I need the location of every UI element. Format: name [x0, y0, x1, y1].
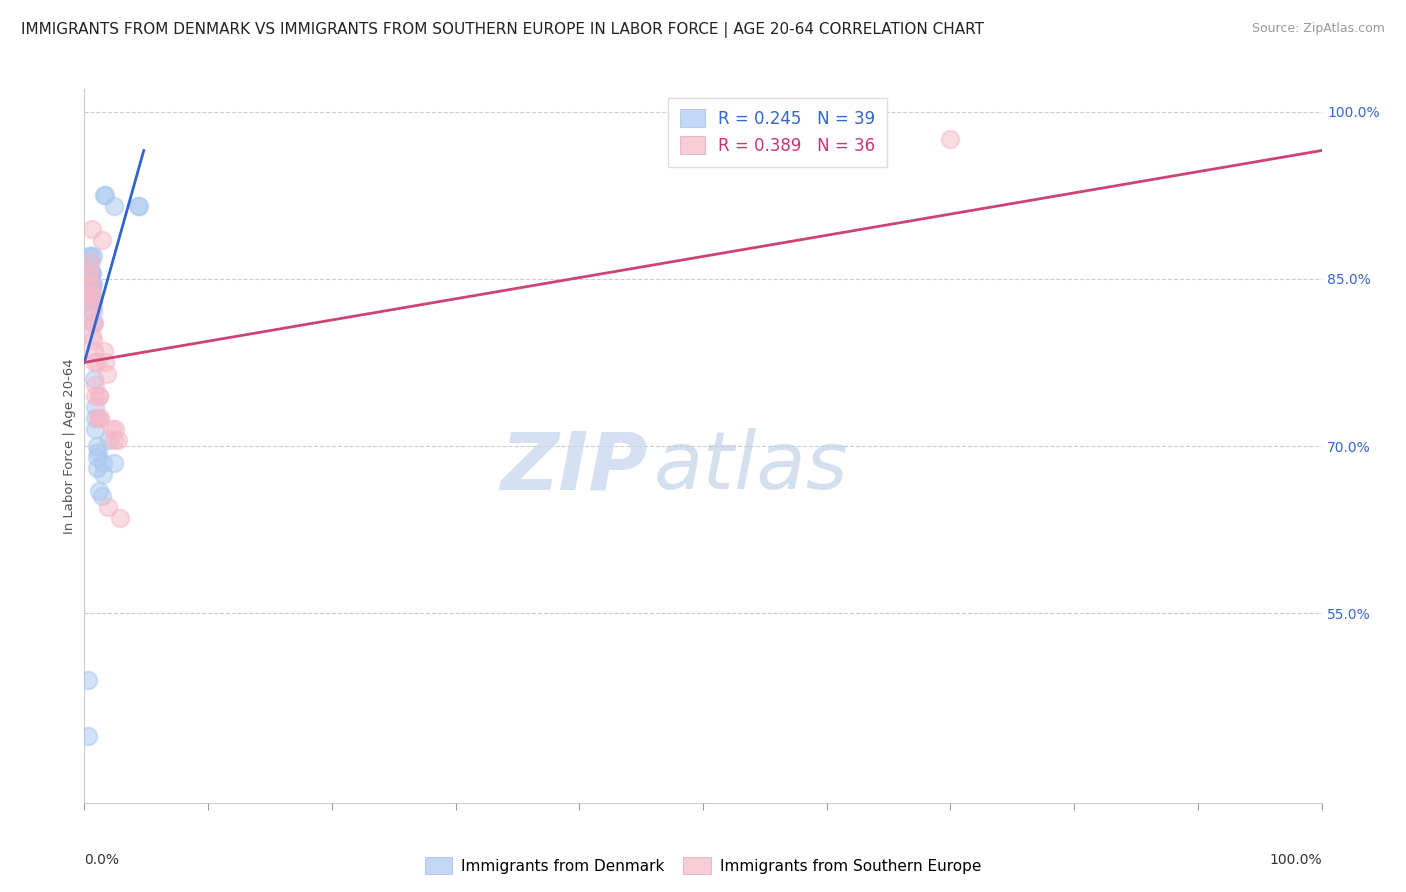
- Point: [86, 355, 108, 369]
- Point: [82, 300, 104, 314]
- Point: [82, 305, 104, 319]
- Point: [94, 355, 117, 369]
- Point: [93, 188, 115, 202]
- Point: [93, 344, 115, 359]
- Point: [77, 300, 100, 314]
- Point: [79, 266, 101, 280]
- Legend: Immigrants from Denmark, Immigrants from Southern Europe: Immigrants from Denmark, Immigrants from…: [419, 851, 987, 880]
- Point: [89, 411, 111, 425]
- Point: [80, 277, 103, 292]
- Point: [89, 411, 111, 425]
- Point: [90, 489, 112, 503]
- Point: [82, 294, 104, 309]
- Point: [103, 199, 125, 213]
- Point: [128, 199, 150, 213]
- Point: [80, 294, 103, 309]
- Text: IMMIGRANTS FROM DENMARK VS IMMIGRANTS FROM SOUTHERN EUROPE IN LABOR FORCE | AGE : IMMIGRANTS FROM DENMARK VS IMMIGRANTS FR…: [21, 22, 984, 38]
- Point: [86, 461, 108, 475]
- Point: [90, 233, 112, 247]
- Point: [110, 511, 132, 525]
- Point: [94, 188, 117, 202]
- Point: [89, 389, 111, 403]
- Y-axis label: In Labor Force | Age 20-64: In Labor Force | Age 20-64: [63, 359, 76, 533]
- Point: [77, 673, 100, 687]
- Point: [80, 283, 103, 297]
- Point: [82, 250, 104, 264]
- Point: [83, 355, 105, 369]
- Point: [84, 411, 107, 425]
- Point: [89, 389, 111, 403]
- Point: [80, 327, 103, 342]
- Point: [87, 444, 110, 458]
- Point: [79, 250, 101, 264]
- Point: [100, 422, 122, 436]
- Point: [84, 400, 107, 414]
- Point: [107, 434, 129, 448]
- Text: Source: ZipAtlas.com: Source: ZipAtlas.com: [1251, 22, 1385, 36]
- Point: [79, 288, 101, 302]
- Point: [83, 344, 105, 359]
- Text: 0.0%: 0.0%: [84, 853, 120, 867]
- Point: [84, 389, 107, 403]
- Point: [82, 333, 104, 347]
- Point: [83, 316, 105, 330]
- Point: [80, 221, 103, 235]
- Point: [79, 288, 101, 302]
- Point: [80, 288, 103, 302]
- Point: [84, 377, 107, 392]
- Point: [96, 367, 118, 381]
- Point: [91, 467, 114, 481]
- Point: [86, 450, 108, 465]
- Point: [127, 199, 149, 213]
- Text: ZIP: ZIP: [501, 428, 647, 507]
- Point: [82, 277, 104, 292]
- Point: [97, 500, 120, 515]
- Text: 100.0%: 100.0%: [1270, 853, 1322, 867]
- Point: [79, 250, 101, 264]
- Point: [77, 277, 100, 292]
- Text: atlas: atlas: [654, 428, 848, 507]
- Point: [79, 266, 101, 280]
- Point: [82, 316, 104, 330]
- Point: [82, 316, 104, 330]
- Point: [84, 422, 107, 436]
- Point: [103, 456, 125, 470]
- Point: [104, 422, 127, 436]
- Point: [79, 266, 101, 280]
- Point: [79, 266, 101, 280]
- Point: [77, 729, 100, 743]
- Point: [103, 434, 125, 448]
- Point: [87, 411, 110, 425]
- Point: [79, 277, 101, 292]
- Point: [86, 439, 108, 453]
- Point: [83, 372, 105, 386]
- Point: [91, 456, 114, 470]
- Point: [89, 483, 111, 498]
- Point: [98, 434, 121, 448]
- Point: [79, 255, 101, 269]
- Point: [77, 266, 100, 280]
- Point: [80, 266, 103, 280]
- Point: [80, 277, 103, 292]
- Point: [79, 283, 101, 297]
- Point: [939, 132, 962, 146]
- Point: [79, 266, 101, 280]
- Point: [79, 266, 101, 280]
- Legend: R = 0.245   N = 39, R = 0.389   N = 36: R = 0.245 N = 39, R = 0.389 N = 36: [668, 97, 887, 167]
